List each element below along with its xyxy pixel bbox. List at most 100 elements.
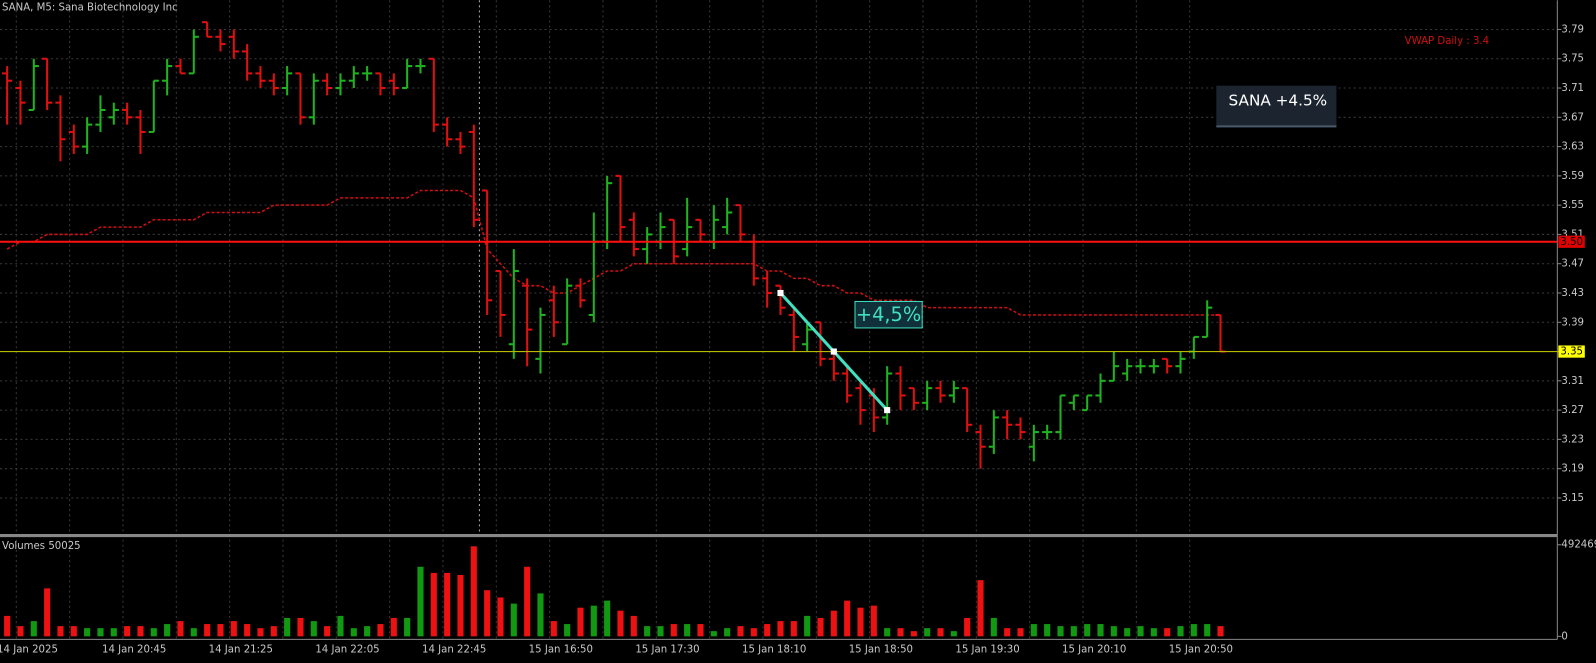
volume-bar: [70, 626, 77, 637]
y-tick-label: 3.31: [1561, 376, 1584, 387]
y-tick-label: 3.43: [1561, 288, 1584, 299]
trendline-label: +4,5%: [856, 303, 921, 326]
volume-bar: [137, 626, 144, 637]
badge-text: SANA +4.5%: [1229, 91, 1328, 109]
y-tick-label: 3.39: [1561, 317, 1584, 328]
x-tick-label: 14 Jan 22:45: [422, 645, 486, 656]
price-box: [1558, 345, 1585, 358]
volume-bar: [297, 617, 304, 637]
volume-bar: [377, 624, 384, 637]
volume-bar: [697, 624, 704, 637]
volume-bar: [337, 615, 344, 637]
volume-bar: [950, 631, 957, 637]
volume-bar: [284, 617, 291, 637]
volume-bar: [550, 621, 557, 637]
y-tick-label: 3.15: [1561, 493, 1584, 504]
volume-bar: [177, 621, 184, 637]
trendline-handle: [777, 289, 784, 297]
trendline-handle: [884, 407, 891, 414]
volume-bar: [1137, 626, 1144, 637]
volume-bar: [84, 628, 91, 637]
volume-bar: [1057, 626, 1064, 637]
volume-bar: [910, 631, 917, 637]
volume-bar: [57, 626, 64, 637]
y-tick-label: 3.51: [1561, 229, 1584, 240]
volume-bar: [524, 566, 531, 637]
volume-bar: [270, 626, 277, 637]
volume-bar: [1217, 626, 1224, 637]
volume-bar: [190, 628, 197, 637]
y-tick-label: 3.23: [1561, 434, 1584, 445]
x-tick-label: 15 Jan 18:10: [742, 645, 806, 656]
volume-bar: [790, 621, 797, 637]
volume-bar: [924, 628, 931, 637]
volume-bar: [390, 617, 397, 637]
volume-bar: [497, 597, 504, 637]
volume-bar: [830, 610, 837, 637]
volume-bar: [417, 566, 424, 637]
volume-bar: [617, 610, 624, 637]
volume-bar: [964, 617, 971, 637]
x-tick-label: 14 Jan 20:45: [102, 645, 166, 656]
volume-bar: [844, 600, 851, 637]
volume-bar: [30, 621, 37, 637]
x-tick-label: 14 Jan 22:05: [315, 645, 379, 656]
volume-bar: [404, 617, 411, 637]
volume-bar: [737, 626, 744, 637]
volume-bar: [204, 624, 211, 637]
volume-bar: [244, 624, 251, 637]
volume-bar: [4, 615, 11, 637]
volume-bar: [777, 621, 784, 637]
volume-tick-label: 0: [1561, 631, 1567, 642]
volume-bar: [817, 617, 824, 637]
trendline-handle: [830, 348, 837, 355]
y-tick-label: 3.71: [1561, 83, 1584, 94]
volume-bar: [217, 624, 224, 637]
volume-bar: [857, 607, 864, 637]
volume-bar: [470, 546, 477, 637]
vwap-line: [6, 189, 1221, 316]
volume-bar: [510, 603, 517, 637]
volume-bar: [457, 574, 464, 637]
volume-bar: [657, 626, 664, 637]
volume-bar: [484, 590, 491, 637]
volume-bar: [644, 626, 651, 637]
x-tick-label: 15 Jan 17:30: [635, 645, 699, 656]
volume-bar: [897, 628, 904, 637]
y-tick-label: 3.59: [1561, 171, 1584, 182]
x-tick-label: 15 Jan 20:10: [1062, 645, 1126, 656]
volume-bar: [364, 626, 371, 637]
volume-bar: [97, 628, 104, 637]
badge-box: [1216, 85, 1337, 128]
volume-bar: [990, 617, 997, 637]
volume-bar: [1004, 628, 1011, 637]
price-box-label: 3.35: [1560, 347, 1583, 358]
volume-bar: [684, 624, 691, 637]
volume-bar: [1150, 628, 1157, 637]
y-tick-label: 3.75: [1561, 54, 1584, 65]
volume-bar: [1124, 628, 1131, 637]
volume-bar: [1110, 626, 1117, 637]
y-tick-label: 3.19: [1561, 464, 1584, 475]
chart-title: SANA, M5: Sana Biotechnology Inc: [2, 2, 178, 13]
y-tick-label: 3.47: [1561, 259, 1584, 270]
volume-bar: [1190, 624, 1197, 637]
volume-bar: [350, 628, 357, 637]
volume-bar: [1030, 624, 1037, 637]
volume-bar: [804, 615, 811, 637]
volume-bar: [750, 628, 757, 637]
volume-bar: [937, 628, 944, 637]
y-tick-label: 3.63: [1561, 142, 1584, 153]
volume-bar: [1177, 626, 1184, 637]
volume-bar: [17, 626, 24, 637]
volume-bar: [164, 624, 171, 637]
x-tick-label: 15 Jan 19:30: [955, 645, 1019, 656]
x-tick-label: 14 Jan 21:25: [209, 645, 273, 656]
volume-bar: [577, 607, 584, 637]
x-tick-label: 15 Jan 20:50: [1169, 645, 1233, 656]
volume-bar: [310, 621, 317, 637]
volume-bar: [150, 628, 157, 637]
volume-bar: [670, 624, 677, 637]
volume-bar: [724, 628, 731, 637]
volume-bar: [764, 624, 771, 637]
